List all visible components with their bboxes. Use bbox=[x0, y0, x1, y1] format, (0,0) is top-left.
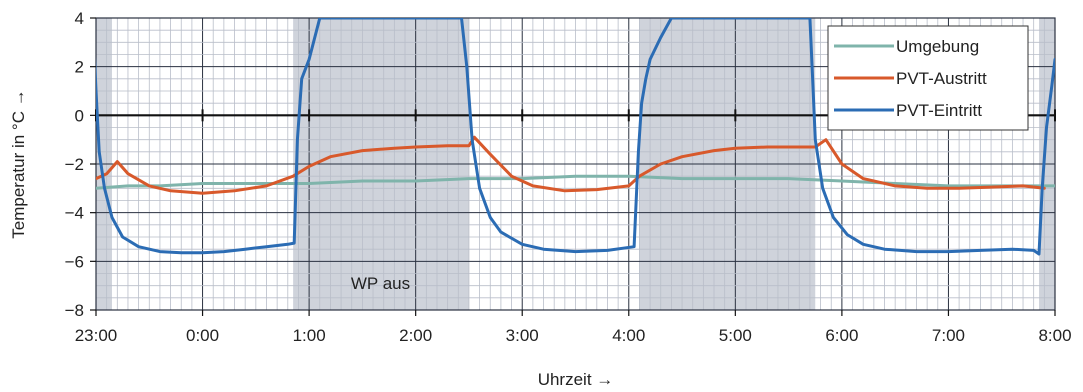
x-tick-label-3: 2:00 bbox=[399, 326, 432, 345]
y-axis-title: Temperatur in °C → bbox=[9, 89, 28, 238]
y-tick-label-2: 0 bbox=[75, 106, 84, 125]
x-tick-label-1: 0:00 bbox=[186, 326, 219, 345]
data-series bbox=[96, 18, 1055, 256]
y-tick-label-0: 4 bbox=[75, 9, 84, 28]
tick-labels: 23:00 0:00 1:00 2:00 3:00 4:00 5:00 6:00 7:00 8:0… bbox=[65, 9, 1072, 345]
legend: Umgebung PVT-Austritt PVT-Eintritt bbox=[827, 25, 1029, 131]
legend-label-pvt-eintritt: PVT-Eintritt bbox=[896, 101, 982, 120]
y-tick-label-3: −2 bbox=[65, 155, 84, 174]
legend-label-pvt-austritt: PVT-Austritt bbox=[896, 69, 987, 88]
series-line-pvt-austritt bbox=[96, 135, 1046, 195]
x-tick-label-8: 7:00 bbox=[932, 326, 965, 345]
x-tick-label-2: 1:00 bbox=[293, 326, 326, 345]
y-tick-label-6: −8 bbox=[65, 301, 84, 320]
legend-label-umgebung: Umgebung bbox=[896, 37, 979, 56]
y-tick-label-5: −6 bbox=[65, 252, 84, 271]
y-tick-label-1: 2 bbox=[75, 58, 84, 77]
x-axis-title: Uhrzeit → bbox=[538, 370, 614, 389]
x-tick-label-6: 5:00 bbox=[719, 326, 752, 345]
x-tick-label-4: 3:00 bbox=[506, 326, 539, 345]
x-tick-label-5: 4:00 bbox=[612, 326, 645, 345]
annotation-wp-aus: WP aus bbox=[351, 274, 410, 293]
y-tick-label-4: −4 bbox=[65, 204, 84, 223]
series-line-pvt-eintritt bbox=[96, 18, 1055, 256]
x-tick-label-7: 6:00 bbox=[825, 326, 858, 345]
x-tick-label-9: 8:00 bbox=[1038, 326, 1071, 345]
x-tick-label-0: 23:00 bbox=[75, 326, 118, 345]
